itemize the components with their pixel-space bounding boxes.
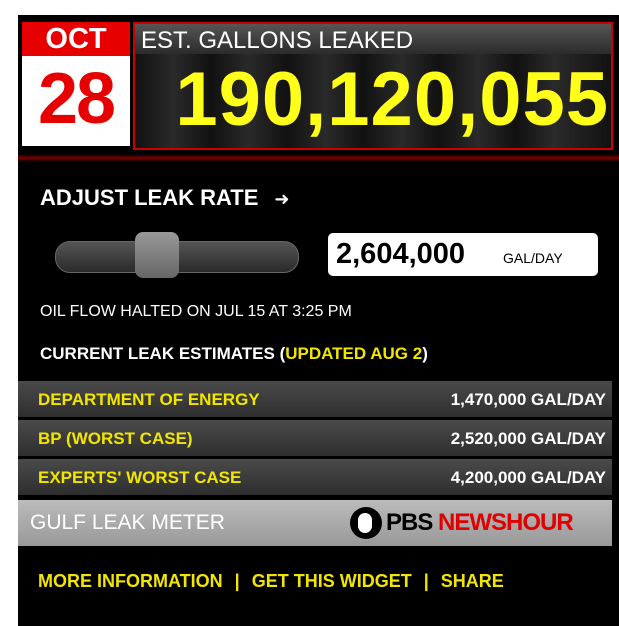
estimate-row: BP (WORST CASE) 2,520,000 GAL/DAY	[18, 420, 612, 456]
arrow-icon: ➜	[274, 189, 290, 209]
widget: OCT 28 EST. GALLONS LEAKED 190,120,055 A…	[18, 15, 619, 626]
separator: |	[234, 571, 240, 591]
brand-name: GULF LEAK METER	[30, 511, 225, 534]
rate-value: 2,604,000	[336, 238, 466, 270]
month-box: OCT	[22, 22, 130, 56]
month: OCT	[45, 23, 107, 55]
day: 28	[37, 59, 116, 139]
rate: 1,470,000 GAL/DAY	[450, 390, 606, 409]
rate-unit: GAL/DAY	[503, 250, 563, 266]
updated: UPDATED AUG 2	[285, 344, 423, 363]
heading-text: CURRENT LEAK ESTIMATES (	[40, 344, 286, 363]
links: MORE INFORMATION | GET THIS WIDGET | SHARE	[38, 571, 504, 592]
red-band	[18, 154, 619, 162]
link[interactable]: GET THIS WIDGET	[251, 571, 412, 591]
estimates-heading: CURRENT LEAK ESTIMATES (UPDATED AUG 2)	[40, 344, 428, 364]
pbs-logo	[350, 507, 382, 539]
rate-box: 2,604,000 GAL/DAY	[328, 233, 598, 276]
estimate-row: EXPERTS' WORST CASE 4,200,000 GAL/DAY	[18, 459, 612, 495]
link[interactable]: MORE INFORMATION	[38, 571, 223, 591]
halt-note: OIL FLOW HALTED ON JUL 15 AT 3:25 PM	[40, 303, 352, 320]
rate: 4,200,000 GAL/DAY	[450, 468, 606, 487]
estimate-row: DEPARTMENT OF ENERGY 1,470,000 GAL/DAY	[18, 381, 612, 417]
source: BP (WORST CASE)	[38, 429, 193, 448]
counter-label: EST. GALLONS LEAKED	[141, 27, 414, 54]
separator: |	[423, 571, 429, 591]
pbs: PBS	[386, 509, 433, 536]
adjust-text: ADJUST LEAK RATE	[40, 185, 259, 210]
adjust-label: ADJUST LEAK RATE ➜	[40, 185, 289, 211]
day-box: 28	[22, 56, 130, 146]
slider-knob[interactable]	[135, 232, 179, 278]
source: DEPARTMENT OF ENERGY	[38, 390, 260, 409]
counter-value: 190,120,055	[175, 57, 609, 142]
brand-bar: GULF LEAK METER PBS NEWSHOUR	[18, 500, 612, 546]
link[interactable]: SHARE	[440, 571, 504, 591]
pbs-logo-face	[358, 513, 372, 533]
rate: 2,520,000 GAL/DAY	[450, 429, 606, 448]
pbs-newshour: PBS NEWSHOUR	[386, 509, 574, 537]
counter-label-bar	[135, 24, 611, 54]
counter-panel: EST. GALLONS LEAKED 190,120,055	[133, 22, 613, 150]
heading-end: )	[422, 344, 428, 363]
source: EXPERTS' WORST CASE	[38, 468, 242, 487]
newshour: NEWSHOUR	[438, 509, 574, 536]
